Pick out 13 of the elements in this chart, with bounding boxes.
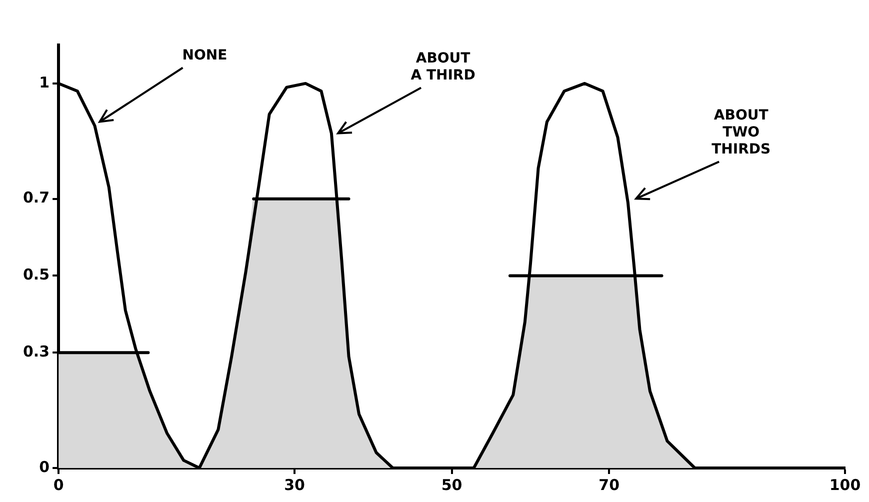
annotation: NONE — [182, 47, 228, 64]
x-tick-label: 50 — [441, 476, 462, 494]
x-tick-label: 70 — [598, 476, 620, 494]
annotation: ABOUT TWO THIRDS — [712, 107, 771, 158]
y-tick-label: 0.5 — [22, 266, 50, 284]
x-tick-label: 30 — [284, 476, 305, 494]
x-tick-label: 0 — [53, 476, 64, 494]
x-tick-label: 100 — [829, 476, 861, 494]
y-tick-label: 1 — [39, 73, 50, 92]
y-tick-label: 0 — [39, 458, 50, 476]
annotation: ABOUT A THIRD — [410, 50, 476, 84]
y-tick-label: 0.3 — [22, 342, 50, 361]
y-tick-label: 0.7 — [22, 188, 50, 207]
